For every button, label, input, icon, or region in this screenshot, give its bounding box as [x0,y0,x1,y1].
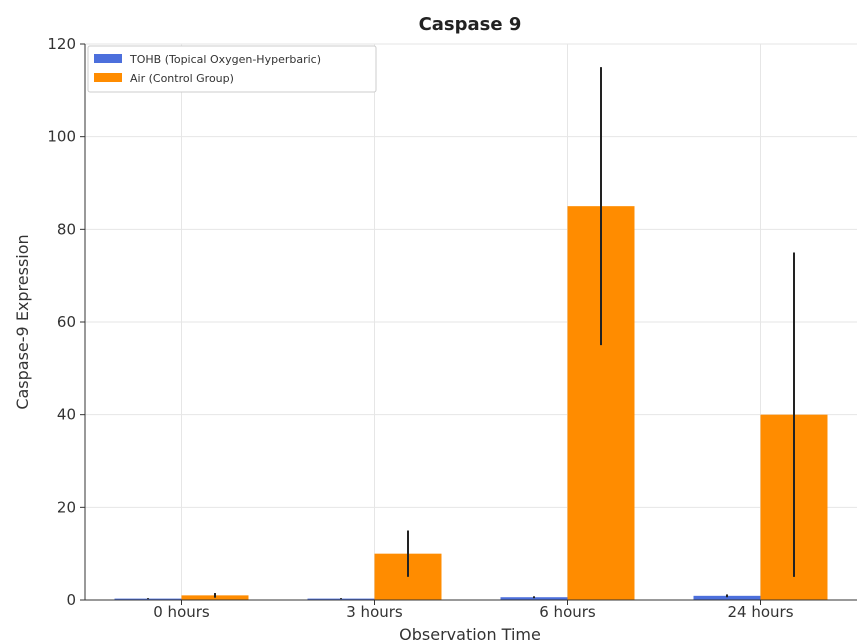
legend-swatch-tohb [94,54,122,63]
legend-label-tohb: TOHB (Topical Oxygen-Hyperbaric) [129,53,321,66]
error-bars [147,67,795,600]
y-tick-label: 100 [47,128,76,146]
x-tick-label: 6 hours [539,603,596,621]
y-tick-label: 120 [47,35,76,53]
y-tick-label: 40 [57,406,76,424]
chart-title: Caspase 9 [419,14,522,35]
legend-swatch-air [94,73,122,82]
legend-label-air: Air (Control Group) [130,72,234,85]
y-axis-label: Caspase-9 Expression [13,234,32,409]
legend-box [87,45,377,93]
y-axis-ticks: 0 20 40 60 80 100 120 [47,35,85,609]
x-tick-label: 3 hours [346,603,403,621]
y-tick-label: 20 [57,498,76,516]
y-tick-label: 80 [57,220,76,238]
x-axis-ticks: 0 hours 3 hours 6 hours 24 hours [153,600,794,621]
x-tick-label: 0 hours [153,603,210,621]
bar-series-1 [307,598,375,600]
bar-series-1 [693,595,761,600]
y-tick-label: 0 [66,591,76,609]
y-tick-label: 60 [57,313,76,331]
x-axis-label: Observation Time [399,625,541,642]
x-tick-label: 24 hours [727,603,793,621]
legend: TOHB (Topical Oxygen-Hyperbaric) Air (Co… [87,45,377,93]
bar-series-1 [500,597,568,600]
bar-series-1 [114,598,182,600]
